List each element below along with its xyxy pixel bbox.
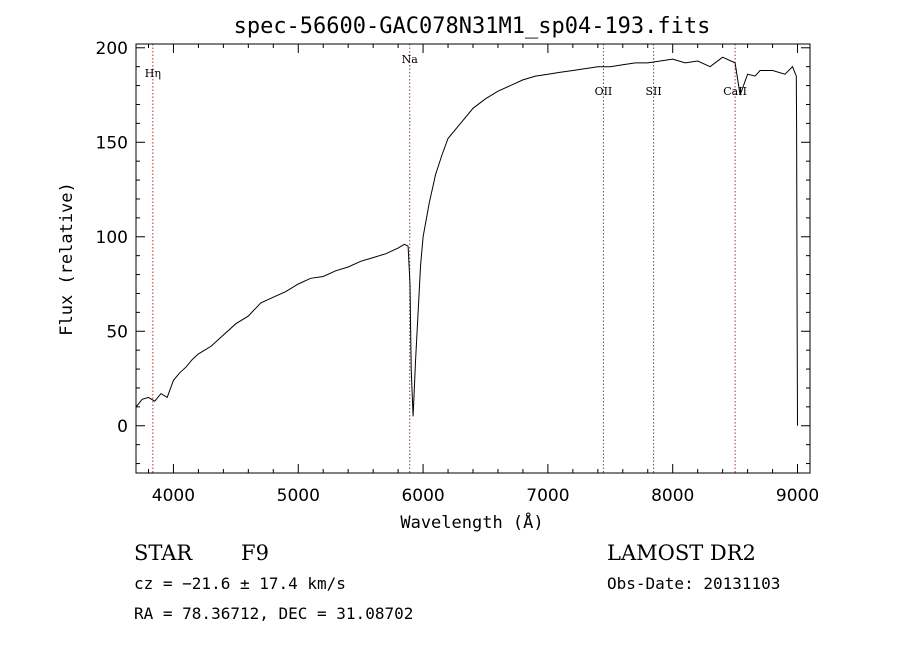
y-tick-label: 200 bbox=[96, 39, 128, 59]
y-tick-label: 0 bbox=[117, 417, 128, 437]
x-tick-label: 5000 bbox=[277, 486, 320, 506]
y-tick-label: 50 bbox=[106, 322, 128, 342]
line-label-h: Hη bbox=[145, 67, 161, 80]
x-tick-label: 9000 bbox=[776, 486, 819, 506]
ra-dec-coordinates: RA = 78.36712, DEC = 31.08702 bbox=[134, 604, 413, 623]
redshift-cz: cz = −21.6 ± 17.4 km/s bbox=[134, 574, 346, 593]
y-axis-ticks: 0 50 100 150 200 bbox=[96, 39, 810, 465]
line-label-sii: SII bbox=[645, 85, 661, 98]
x-tick-label: 4000 bbox=[152, 486, 195, 506]
survey-name: LAMOST DR2 bbox=[607, 541, 756, 565]
object-class: STAR bbox=[134, 541, 193, 565]
line-label-na: Na bbox=[402, 53, 419, 66]
x-axis-label: Wavelength (Å) bbox=[400, 511, 543, 533]
y-axis-label: Flux (relative) bbox=[57, 182, 77, 336]
spectral-line-markers: Hη Na OII SII CaII bbox=[145, 44, 747, 473]
object-subclass: F9 bbox=[241, 541, 269, 565]
y-tick-label: 150 bbox=[96, 133, 128, 153]
x-tick-label: 7000 bbox=[526, 486, 569, 506]
line-label-caii: CaII bbox=[723, 85, 747, 98]
y-tick-label: 100 bbox=[96, 228, 128, 248]
observation-date: Obs-Date: 20131103 bbox=[607, 574, 780, 593]
spectrum-series bbox=[135, 56, 798, 426]
spectrum-line-0 bbox=[135, 56, 798, 426]
x-tick-label: 6000 bbox=[401, 486, 444, 506]
line-label-oii: OII bbox=[595, 85, 613, 98]
chart-title: spec-56600-GAC078N31M1_sp04-193.fits bbox=[234, 14, 711, 39]
x-axis-ticks: 4000 5000 6000 7000 8000 9000 bbox=[147, 44, 819, 506]
x-tick-label: 8000 bbox=[651, 486, 694, 506]
